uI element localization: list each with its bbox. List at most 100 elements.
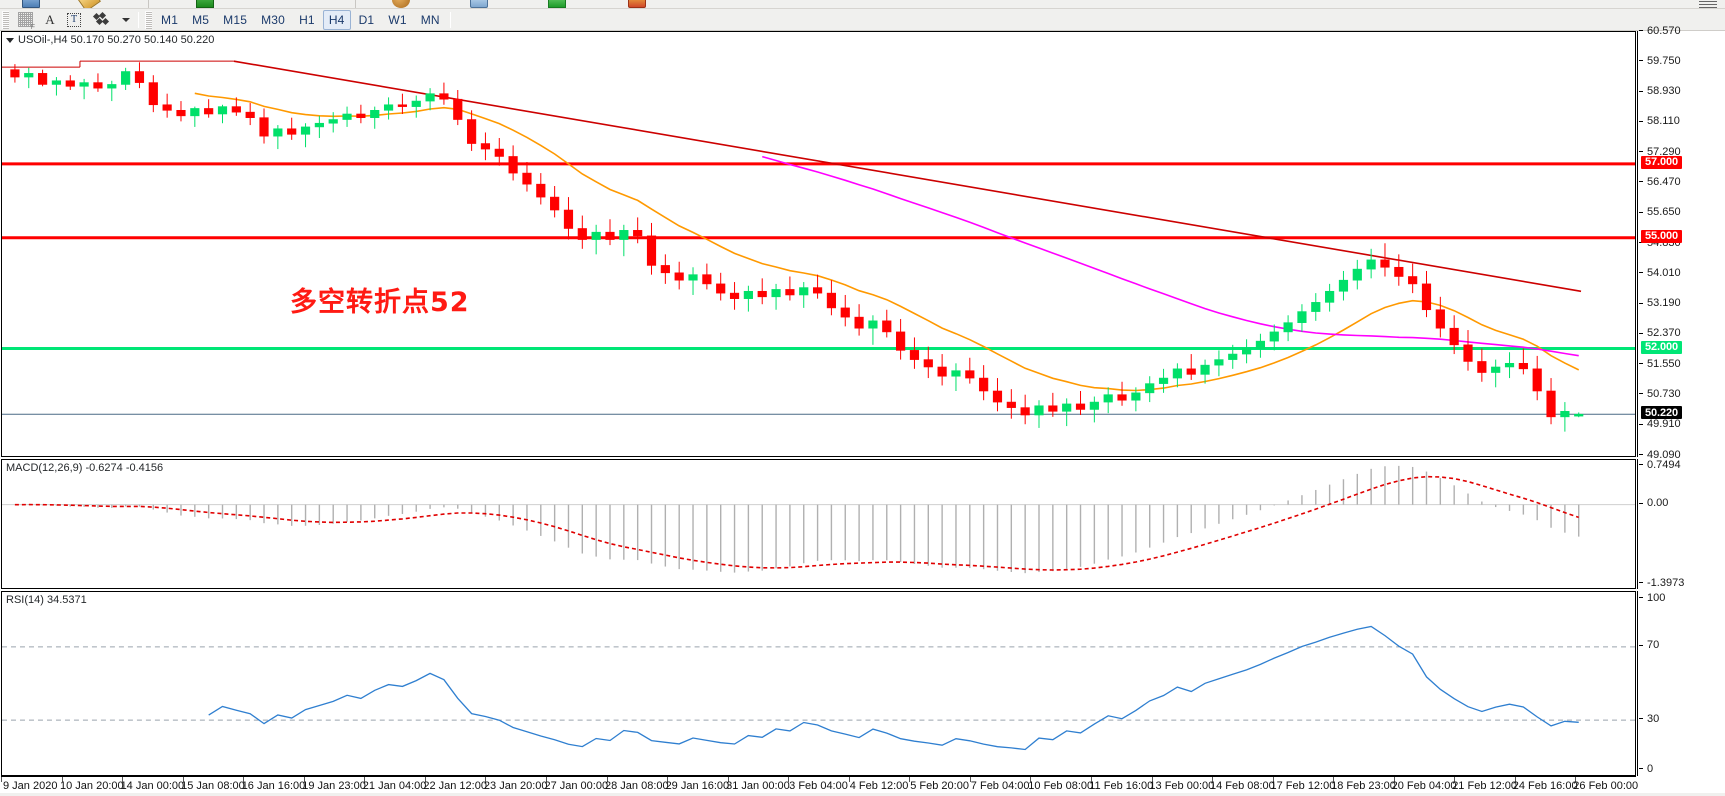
time-tick (606, 777, 608, 782)
bar-chart-icon[interactable] (392, 0, 410, 8)
indicator-icon[interactable] (196, 0, 214, 8)
collapse-triangle-icon[interactable] (6, 37, 14, 43)
price-level-tag: 50.220 (1641, 406, 1683, 420)
price-level-tag: 55.000 (1641, 229, 1683, 243)
timeframe-button-m15[interactable]: M15 (223, 12, 248, 27)
timeframe-button-m1[interactable]: M1 (161, 12, 179, 27)
window-list-icon[interactable] (1699, 0, 1717, 8)
upper-toolbar-strip (0, 0, 1725, 9)
time-axis-label: 10 Jan 20:00 (60, 780, 124, 792)
price-tick: 57.290 (1638, 145, 1725, 158)
time-tick (303, 777, 305, 782)
time-axis-label: 11 Feb 16:00 (1089, 780, 1154, 792)
price-plot (2, 60, 1635, 432)
rsi-tick: 30 (1638, 712, 1725, 725)
shapes-dropdown-caret-icon[interactable] (115, 10, 134, 30)
macd-tick: -1.3973 (1638, 576, 1725, 589)
toolbar-separator-right (449, 11, 451, 28)
tick-dash (1639, 393, 1643, 395)
status-bar (0, 793, 1725, 796)
price-tick: 49.090 (1638, 448, 1725, 461)
tick-value: 30 (1647, 712, 1660, 725)
time-tick (182, 777, 184, 782)
price-scale[interactable]: 60.570 59.750 58.930 58.110 57.290 56.470 55.6… (1637, 25, 1725, 461)
rsi-pane[interactable]: RSI(14) 34.5371 (1, 591, 1636, 776)
time-tick (788, 777, 790, 782)
price-level-tag: 52.000 (1641, 340, 1683, 354)
rsi-tick: 100 (1638, 591, 1725, 604)
tick-value: 52.370 (1647, 327, 1681, 340)
time-tick (1212, 777, 1214, 782)
tick-dash (1639, 90, 1643, 92)
new-chart-icon[interactable] (22, 0, 40, 8)
tick-value: 57.290 (1647, 145, 1681, 158)
price-tick: 52.370 (1638, 327, 1725, 340)
macd-pane[interactable]: MACD(12,26,9) -0.6274 -0.4156 (1, 459, 1636, 589)
time-tick (667, 777, 669, 782)
candlestick-chart-icon[interactable] (470, 0, 488, 8)
timeframe-button-h4[interactable]: H4 (322, 9, 351, 30)
textbox-tool-glyph: T (67, 12, 81, 27)
time-axis-label: 22 Jan 12:00 (423, 780, 487, 792)
tick-dash (1639, 502, 1643, 504)
shapes-icon[interactable] (87, 10, 115, 30)
rsi-scale[interactable]: 100 70 30 0 (1637, 591, 1725, 776)
time-axis-label: 28 Jan 08:00 (605, 780, 669, 792)
tick-dash (1639, 272, 1643, 274)
price-tick: 55.650 (1638, 206, 1725, 219)
chart-canvas-area[interactable]: USOil-,H4 50.170 50.270 50.140 50.220 多空… (0, 25, 1725, 796)
time-tick (546, 777, 547, 782)
timeframe-button-m5[interactable]: M5 (192, 12, 210, 27)
rsi-tick: 0 (1638, 762, 1725, 775)
time-axis-label: 5 Feb 20:00 (910, 780, 969, 792)
time-tick (727, 777, 729, 782)
time-axis-label: 9 Jan 2020 (3, 780, 58, 792)
time-axis-label: 27 Jan 00:00 (544, 780, 609, 792)
price-tick: 56.470 (1638, 175, 1725, 188)
timeframe-grip[interactable] (145, 10, 152, 29)
tick-dash (1639, 211, 1643, 213)
timeframe-button-group: M1 M5 M15 M30 H1 H4 D1 W1 MN (155, 9, 446, 30)
time-tick (1, 777, 2, 782)
tick-value: 49.910 (1647, 418, 1681, 431)
timeframe-button-d1[interactable]: D1 (358, 12, 375, 27)
pencil-icon[interactable] (77, 0, 101, 8)
zoom-icon[interactable] (628, 0, 646, 8)
timeframe-button-m30[interactable]: M30 (261, 12, 286, 27)
symbol-info-label: USOil-,H4 50.170 50.270 50.140 50.220 (6, 34, 214, 46)
text-box-icon[interactable]: T (61, 10, 87, 30)
time-axis-label: 21 Jan 04:00 (362, 780, 427, 792)
price-tick: 50.730 (1638, 387, 1725, 400)
time-axis[interactable]: 9 Jan 2020 10 Jan 20:00 14 Jan 00:00 15 Jan… (1, 776, 1639, 796)
time-axis-label: 26 Feb 00:00 (1573, 780, 1639, 792)
line-chart-icon[interactable] (548, 0, 566, 8)
price-tick: 51.550 (1638, 357, 1725, 370)
time-tick (848, 777, 850, 782)
tick-value: 55.650 (1647, 206, 1681, 219)
price-tick: 58.930 (1638, 85, 1725, 98)
tick-dash (1639, 302, 1643, 304)
crosshair-icon[interactable]: F (12, 10, 39, 31)
time-axis-label: 24 Feb 16:00 (1512, 780, 1578, 792)
tick-dash (1639, 332, 1643, 334)
time-axis-label: 4 Feb 12:00 (849, 780, 909, 792)
text-tool-glyph: A (45, 11, 55, 27)
tick-dash (1639, 60, 1643, 62)
timeframe-button-h1[interactable]: H1 (299, 12, 315, 27)
price-pane[interactable]: USOil-,H4 50.170 50.270 50.140 50.220 多空… (1, 31, 1636, 457)
timeframe-button-mn[interactable]: MN (420, 12, 440, 27)
tick-value: 53.190 (1647, 297, 1681, 310)
time-tick (909, 777, 911, 782)
tick-dash (1639, 120, 1643, 122)
tick-value: 0 (1647, 762, 1654, 775)
time-tick (969, 777, 971, 782)
time-axis-label: 14 Feb 08:00 (1209, 780, 1275, 792)
time-tick (61, 777, 63, 782)
tick-dash (1639, 363, 1643, 365)
toolbar-grip[interactable] (2, 10, 9, 29)
symbol-ohlc-text: USOil-,H4 50.170 50.270 50.140 50.220 (18, 34, 215, 46)
macd-scale[interactable]: 0.7494 0.00 -1.3973 (1637, 459, 1725, 589)
text-label-icon[interactable]: A (39, 10, 61, 30)
time-tick (1333, 777, 1335, 782)
timeframe-button-w1[interactable]: W1 (388, 12, 407, 27)
